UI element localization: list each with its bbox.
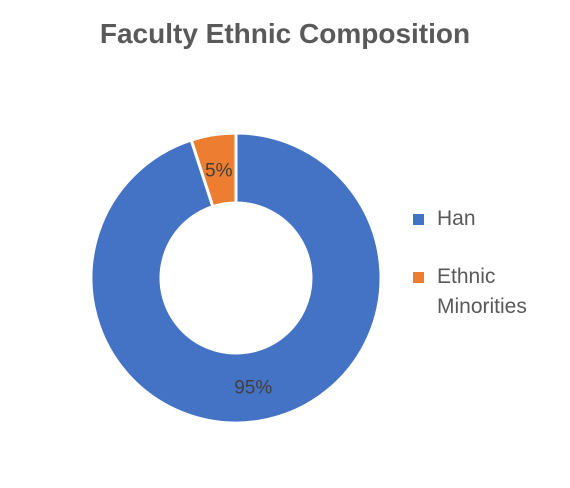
legend-swatch-ethnic-minorities [413, 272, 424, 283]
legend-label-ethnic-minorities: Ethnic Minorities [437, 265, 527, 318]
data-label-ethnic-minorities: 5% [205, 160, 233, 181]
legend-label-han: Han [437, 207, 476, 230]
chart-title: Faculty Ethnic Composition [99, 18, 471, 49]
slice-han [89, 131, 383, 425]
data-label-han: 95% [234, 378, 272, 399]
legend: Han Ethnic Minorities [413, 204, 563, 350]
legend-item-ethnic-minorities: Ethnic Minorities [413, 262, 563, 322]
legend-swatch-han [413, 214, 424, 225]
legend-item-han: Han [413, 204, 563, 234]
